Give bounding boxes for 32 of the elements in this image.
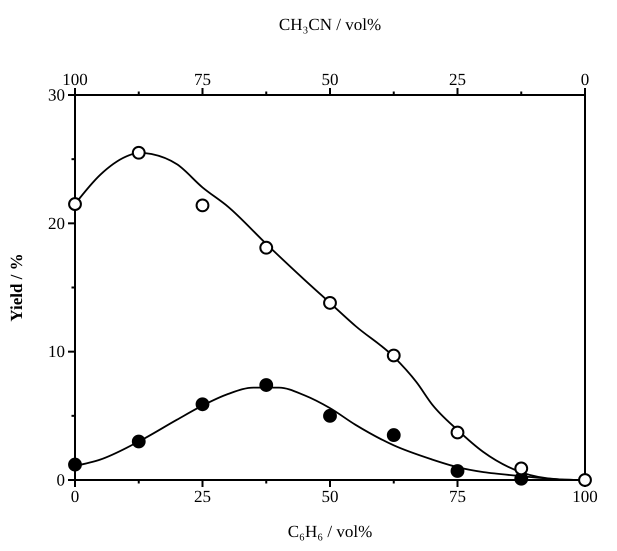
x-tick-label: 25 (194, 487, 211, 506)
point (132, 146, 146, 160)
point (259, 240, 274, 255)
point (259, 378, 274, 392)
point (514, 462, 528, 476)
y-tick-label: 20 (48, 214, 65, 233)
x-tick-label: 50 (322, 487, 338, 506)
point (323, 408, 337, 423)
point (323, 296, 337, 310)
point (386, 348, 401, 362)
x2-axis-title: CH₃CN / vol% (278, 15, 382, 34)
y-tick-label: 10 (48, 342, 65, 362)
point (386, 428, 401, 442)
x-tick-label: 100 (572, 487, 598, 506)
x2-tick-label: 75 (194, 70, 211, 89)
point (132, 434, 146, 448)
x-tick-label: 0 (70, 487, 80, 506)
x2-tick-label: 100 (62, 70, 88, 89)
y-tick-label: 30 (48, 85, 65, 104)
point (450, 464, 464, 478)
x2-tick-label: 0 (580, 70, 590, 89)
x2-tick-label: 25 (449, 70, 466, 89)
y-tick-label: 0 (56, 470, 65, 490)
point (196, 397, 210, 412)
x-axis-title: C₆H₆ / vol% (288, 522, 372, 541)
x2-tick-label: 50 (322, 70, 338, 89)
point (450, 426, 464, 440)
point (68, 197, 82, 211)
point (196, 198, 210, 212)
point (68, 458, 82, 472)
x-tick-label: 75 (449, 487, 466, 506)
y-axis-title: Yield / % (7, 253, 26, 322)
